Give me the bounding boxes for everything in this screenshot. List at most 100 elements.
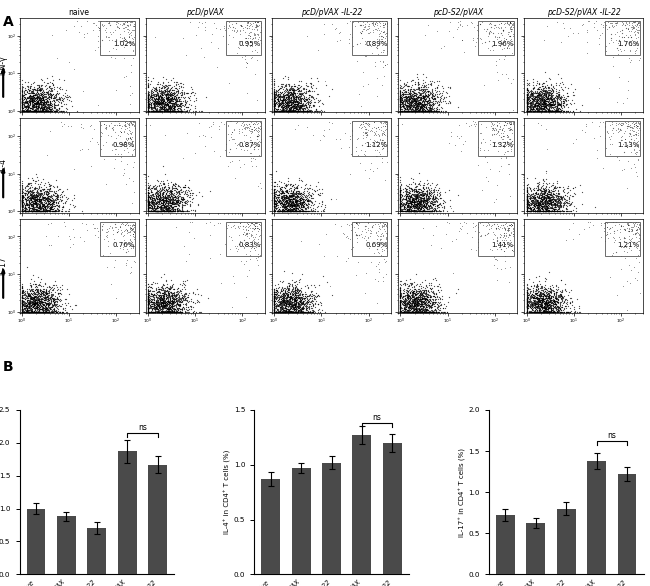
Point — [164, 106, 175, 115]
Point — [44, 201, 54, 210]
Point — [492, 244, 502, 253]
Point — [531, 299, 541, 309]
Point — [540, 274, 550, 283]
Point — [562, 184, 572, 193]
Point — [271, 286, 281, 295]
Point — [158, 104, 168, 114]
Point — [16, 192, 27, 201]
Point — [16, 288, 27, 297]
Point — [302, 298, 312, 308]
Point — [283, 91, 294, 101]
Point — [146, 197, 156, 206]
Point — [183, 292, 193, 302]
Point — [301, 94, 311, 104]
Point — [166, 83, 177, 93]
Point — [422, 291, 432, 301]
Point — [64, 206, 74, 216]
Point — [533, 181, 543, 190]
Point — [160, 82, 170, 91]
Point — [298, 83, 308, 93]
Point — [545, 106, 555, 115]
Point — [528, 83, 538, 93]
Point — [31, 285, 41, 294]
Point — [285, 302, 296, 311]
Point — [143, 178, 153, 188]
Point — [272, 301, 282, 310]
Point — [269, 103, 280, 113]
Point — [30, 206, 40, 216]
Point — [299, 197, 309, 206]
Point — [412, 104, 423, 113]
Point — [350, 229, 361, 239]
Point — [395, 206, 406, 216]
Point — [557, 193, 567, 202]
Point — [27, 96, 38, 105]
Point — [29, 294, 40, 303]
Point — [176, 193, 186, 203]
Point — [400, 295, 410, 304]
Point — [395, 206, 406, 216]
Point — [144, 89, 155, 98]
Point — [521, 202, 532, 212]
Point — [146, 196, 156, 205]
Point — [521, 301, 532, 310]
Point — [166, 296, 177, 305]
Point — [177, 195, 187, 204]
Point — [276, 307, 287, 316]
Point — [280, 304, 291, 313]
Point — [543, 106, 553, 115]
Point — [175, 196, 185, 205]
Point — [164, 298, 174, 307]
Point — [300, 104, 310, 114]
Point — [552, 106, 562, 115]
Point — [540, 307, 551, 316]
Point — [396, 198, 406, 207]
Point — [416, 83, 426, 92]
Point — [415, 88, 426, 97]
Point — [179, 182, 189, 191]
Point — [427, 300, 437, 309]
Point — [254, 32, 264, 41]
Point — [540, 299, 550, 308]
Point — [162, 99, 172, 108]
Point — [402, 302, 413, 312]
Point — [47, 181, 58, 190]
Point — [143, 104, 153, 113]
Point — [42, 199, 53, 209]
Point — [159, 182, 170, 192]
Point — [16, 206, 27, 216]
Point — [299, 307, 309, 316]
Point — [599, 219, 610, 228]
Point — [425, 298, 436, 308]
Point — [525, 307, 535, 316]
Point — [395, 92, 406, 101]
Point — [538, 101, 549, 110]
Point — [143, 172, 153, 181]
Point — [25, 87, 36, 97]
Point — [407, 104, 417, 114]
Point — [289, 106, 299, 115]
Point — [535, 189, 545, 198]
Point — [471, 119, 482, 128]
Point — [422, 197, 432, 206]
Point — [431, 193, 441, 203]
Point — [162, 304, 172, 314]
Point — [554, 182, 564, 192]
Point — [304, 199, 314, 208]
Point — [410, 179, 421, 188]
Point — [411, 307, 421, 316]
Point — [375, 237, 385, 247]
Point — [150, 91, 160, 101]
Point — [24, 199, 34, 209]
Point — [543, 93, 553, 102]
Point — [151, 202, 162, 212]
Point — [294, 86, 304, 95]
Point — [417, 202, 428, 212]
Point — [157, 195, 167, 204]
Point — [155, 199, 166, 208]
Point — [550, 307, 560, 316]
Point — [166, 281, 177, 291]
Point — [424, 93, 434, 102]
Point — [395, 96, 406, 105]
Point — [552, 106, 562, 115]
